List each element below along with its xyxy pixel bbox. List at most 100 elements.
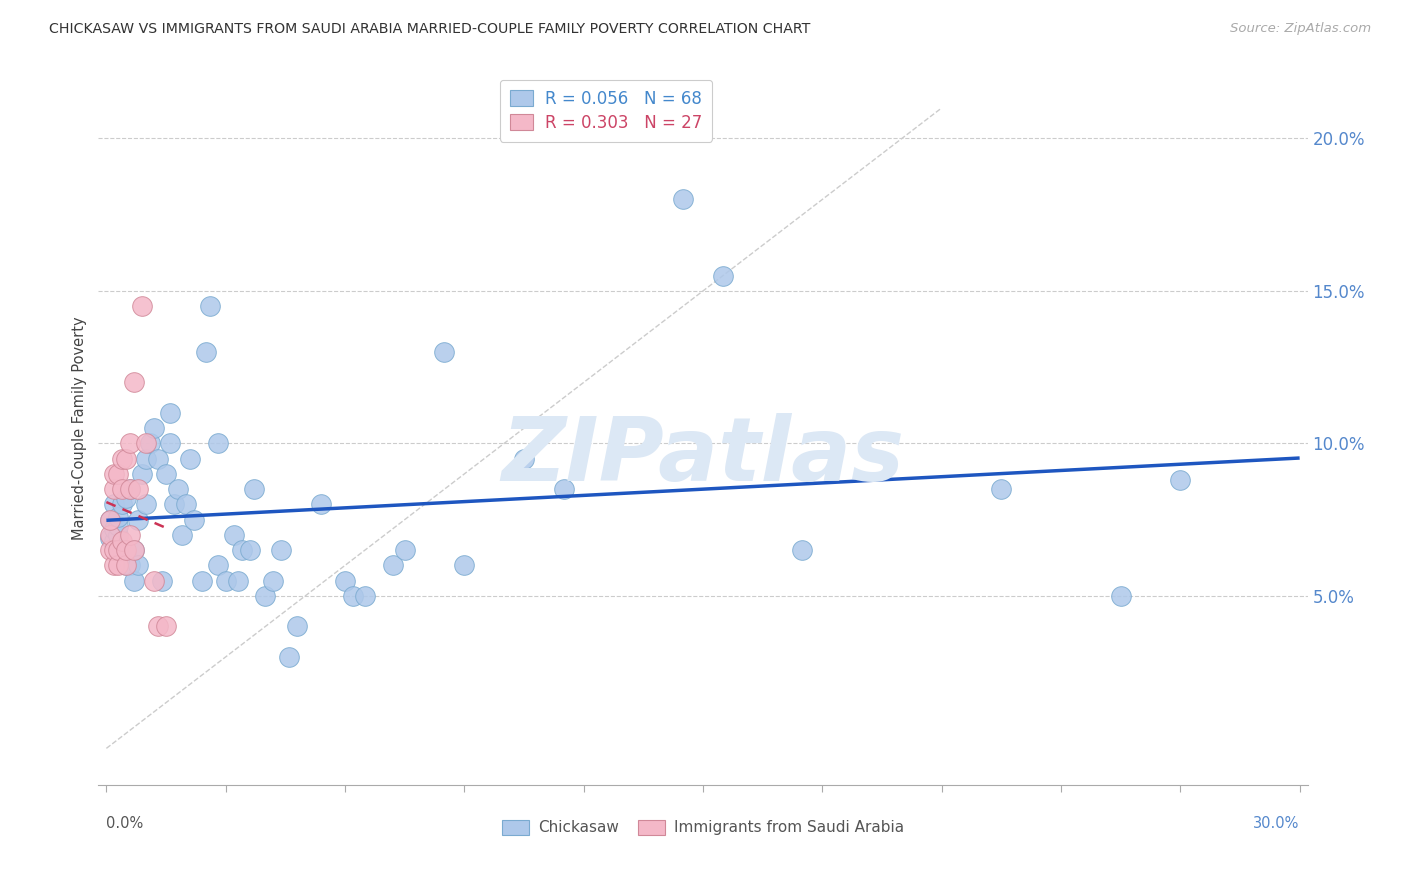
Point	[990, 482, 1012, 496]
Y-axis label: Married-Couple Family Poverty: Married-Couple Family Poverty	[72, 317, 87, 540]
Point	[131, 467, 153, 481]
Point	[163, 497, 186, 511]
Point	[222, 528, 245, 542]
Point	[115, 543, 138, 558]
Point	[107, 558, 129, 573]
Point	[122, 574, 145, 588]
Legend: Chickasaw, Immigrants from Saudi Arabia: Chickasaw, Immigrants from Saudi Arabia	[495, 814, 911, 841]
Point	[115, 558, 138, 573]
Point	[167, 482, 190, 496]
Point	[513, 451, 536, 466]
Text: 30.0%: 30.0%	[1253, 815, 1299, 830]
Point	[553, 482, 575, 496]
Point	[111, 497, 134, 511]
Point	[207, 436, 229, 450]
Point	[381, 558, 404, 573]
Point	[135, 436, 157, 450]
Point	[453, 558, 475, 573]
Point	[120, 482, 142, 496]
Point	[146, 619, 169, 633]
Point	[179, 451, 201, 466]
Point	[122, 543, 145, 558]
Point	[155, 619, 177, 633]
Point	[115, 558, 138, 573]
Point	[135, 451, 157, 466]
Point	[103, 522, 125, 536]
Point	[107, 528, 129, 542]
Point	[120, 558, 142, 573]
Point	[792, 543, 814, 558]
Point	[115, 451, 138, 466]
Point	[107, 509, 129, 524]
Point	[111, 533, 134, 548]
Point	[278, 649, 301, 664]
Point	[194, 345, 217, 359]
Point	[107, 543, 129, 558]
Point	[115, 546, 138, 560]
Point	[127, 513, 149, 527]
Point	[254, 589, 277, 603]
Point	[127, 558, 149, 573]
Point	[103, 543, 125, 558]
Point	[159, 436, 181, 450]
Point	[394, 543, 416, 558]
Point	[135, 497, 157, 511]
Point	[242, 482, 264, 496]
Point	[146, 451, 169, 466]
Point	[98, 531, 121, 545]
Point	[159, 406, 181, 420]
Point	[103, 467, 125, 481]
Point	[103, 497, 125, 511]
Point	[107, 467, 129, 481]
Point	[433, 345, 456, 359]
Point	[239, 543, 262, 558]
Point	[139, 436, 162, 450]
Point	[120, 528, 142, 542]
Text: Source: ZipAtlas.com: Source: ZipAtlas.com	[1230, 22, 1371, 36]
Point	[98, 528, 121, 542]
Text: CHICKASAW VS IMMIGRANTS FROM SAUDI ARABIA MARRIED-COUPLE FAMILY POVERTY CORRELAT: CHICKASAW VS IMMIGRANTS FROM SAUDI ARABI…	[49, 22, 811, 37]
Point	[103, 558, 125, 573]
Point	[170, 528, 193, 542]
Point	[107, 518, 129, 533]
Point	[98, 513, 121, 527]
Point	[207, 558, 229, 573]
Point	[120, 436, 142, 450]
Point	[231, 543, 253, 558]
Point	[711, 268, 734, 283]
Point	[111, 451, 134, 466]
Point	[354, 589, 377, 603]
Point	[131, 299, 153, 313]
Point	[122, 376, 145, 390]
Text: 0.0%: 0.0%	[107, 815, 143, 830]
Point	[672, 193, 695, 207]
Point	[150, 574, 173, 588]
Point	[333, 574, 356, 588]
Point	[98, 513, 121, 527]
Point	[115, 491, 138, 506]
Point	[122, 543, 145, 558]
Point	[107, 543, 129, 558]
Point	[174, 497, 197, 511]
Point	[309, 497, 332, 511]
Point	[198, 299, 221, 313]
Point	[111, 482, 134, 496]
Point	[143, 421, 166, 435]
Point	[143, 574, 166, 588]
Text: ZIPatlas: ZIPatlas	[502, 413, 904, 500]
Point	[270, 543, 292, 558]
Point	[342, 589, 364, 603]
Point	[1109, 589, 1132, 603]
Point	[262, 574, 284, 588]
Point	[1168, 473, 1191, 487]
Point	[127, 482, 149, 496]
Point	[183, 513, 205, 527]
Point	[120, 482, 142, 496]
Point	[226, 574, 249, 588]
Point	[98, 543, 121, 558]
Point	[285, 619, 308, 633]
Point	[103, 533, 125, 548]
Point	[215, 574, 238, 588]
Point	[155, 467, 177, 481]
Point	[191, 574, 214, 588]
